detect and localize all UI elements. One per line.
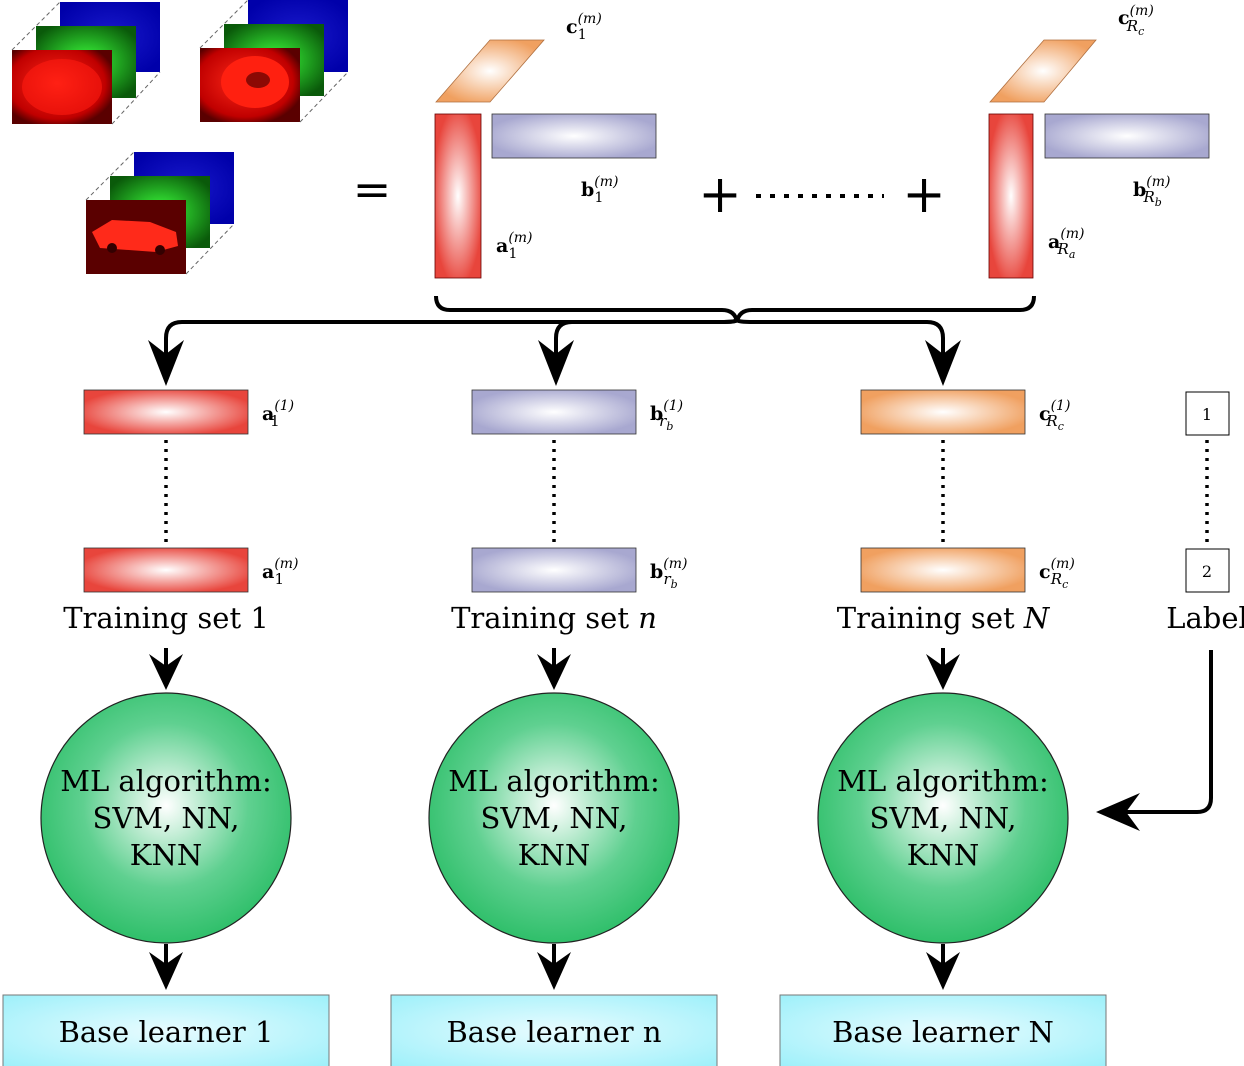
ml-algorithm-text: SVM, NN, [480, 801, 627, 835]
term-first-b-factor [491, 113, 657, 159]
feature-vector-bottom-label: a(m) 1 [262, 556, 299, 588]
arrowhead-to-ml [149, 654, 183, 690]
arrowhead-left [148, 340, 184, 386]
term-last-c-factor [989, 39, 1097, 103]
tensor-stack-2 [199, 0, 349, 123]
label-title: Label [1166, 601, 1244, 635]
arrowhead-to-learner [926, 952, 960, 990]
tensor-2-center [246, 72, 270, 88]
arrowhead-to-learner [149, 952, 183, 990]
label-box-top [1185, 391, 1230, 436]
arrowhead-to-ml [926, 654, 960, 690]
term-last-b-label: b(m) Rb [1133, 174, 1171, 209]
label-box-bottom-text: 2 [1202, 562, 1212, 581]
ml-algorithm-node [40, 692, 292, 944]
label-box-bottom [1185, 548, 1230, 593]
ml-algorithm-node [817, 692, 1069, 944]
underbrace [434, 295, 1036, 323]
plus-sign-right: + [902, 165, 946, 225]
arrowhead-middle [538, 340, 574, 386]
arrowhead-right [925, 340, 961, 386]
base-learner-label: Base learner N [832, 1015, 1054, 1049]
equals-sign: = [353, 162, 392, 216]
feature-vector-bottom [471, 547, 637, 593]
feature-vector-top [83, 389, 249, 435]
tensor-2-edge [299, 71, 349, 123]
arrowhead-to-ml [537, 654, 571, 690]
feature-vector-top-label: a(1) 1 [262, 398, 294, 430]
term-last-c-label: c(m) Rc [1118, 3, 1154, 38]
feature-vector-bottom-label: b(m) rb [650, 556, 688, 591]
term-first-b-label: b(m) 1 [581, 174, 619, 206]
ml-algorithm-node [428, 692, 680, 944]
plus-sign-left: + [698, 165, 742, 225]
ml-algorithm-text: KNN [518, 838, 590, 872]
term-last-a-label: a(m) Ra [1048, 226, 1085, 261]
tensor-3-edge [185, 223, 235, 275]
tensor-stack-1 [11, 1, 161, 125]
feature-vector-top [471, 389, 637, 435]
label-arrowhead [1096, 793, 1140, 831]
term-first: c(m) 1 b(m) 1 a(m) 1 [434, 11, 657, 279]
ml-algorithm-text: ML algorithm: [448, 764, 660, 798]
tensor-3-wheel [107, 243, 117, 253]
split-arrow-right [735, 318, 945, 370]
term-first-c-factor [435, 39, 545, 103]
term-first-a-factor [434, 113, 482, 279]
tensor-3-edge [85, 151, 135, 201]
ml-algorithm-text: ML algorithm: [837, 764, 1049, 798]
tensor-1-edge [111, 71, 161, 125]
base-learner-box [779, 994, 1107, 1066]
base-learner-label: Base learner 1 [59, 1015, 274, 1049]
feature-vector-top-label: c(1) Rc [1039, 398, 1070, 433]
tensor-2-edge [199, 0, 249, 49]
training-set-label: Training set N [837, 601, 1051, 635]
label-arrow [1118, 650, 1213, 814]
label-box-top-text: 1 [1202, 405, 1212, 424]
split-arrow-left [164, 318, 739, 370]
tensor-1-edge [11, 1, 61, 51]
ml-algorithm-text: KNN [130, 838, 202, 872]
ml-algorithm-text: SVM, NN, [869, 801, 1016, 835]
column-1: a(1) 1 a(m) 1 Training set 1 ML algorithm:SVM… [2, 389, 330, 1066]
feature-vector-bottom-label: c(m) Rc [1039, 556, 1075, 591]
column-2: b(1) rb b(m) rb Training set n ML algorithm:S… [390, 389, 718, 1066]
feature-vector-top [860, 389, 1026, 435]
ml-algorithm-text: ML algorithm: [60, 764, 272, 798]
ml-algorithm-text: SVM, NN, [92, 801, 239, 835]
term-last-b-factor [1044, 113, 1210, 159]
term-last: c(m) Rc b(m) Rb a(m) Ra [988, 3, 1210, 279]
feature-vector-top-label: b(1) rb [650, 398, 683, 433]
base-learner-box [2, 994, 330, 1066]
feature-vector-bottom [83, 547, 249, 593]
label-column: 1 2 Label [1096, 391, 1244, 831]
term-last-a-factor [988, 113, 1034, 279]
split-arrow-middle [554, 318, 739, 370]
column-3: c(1) Rc c(m) Rc Training set N ML algorithm:S… [779, 389, 1107, 1066]
tensor-1-object [22, 59, 102, 115]
feature-vector-bottom [860, 547, 1026, 593]
ml-algorithm-text: KNN [907, 838, 979, 872]
tensor-stack-3 [85, 151, 235, 275]
training-set-label: Training set n [451, 601, 657, 635]
term-first-c-label: c(m) 1 [566, 11, 602, 43]
term-first-a-label: a(m) 1 [496, 230, 533, 262]
base-learner-label: Base learner n [446, 1015, 661, 1049]
training-set-label: Training set 1 [63, 601, 269, 635]
tensor-3-wheel [155, 245, 165, 255]
arrowhead-to-learner [537, 952, 571, 990]
base-learner-box [390, 994, 718, 1066]
